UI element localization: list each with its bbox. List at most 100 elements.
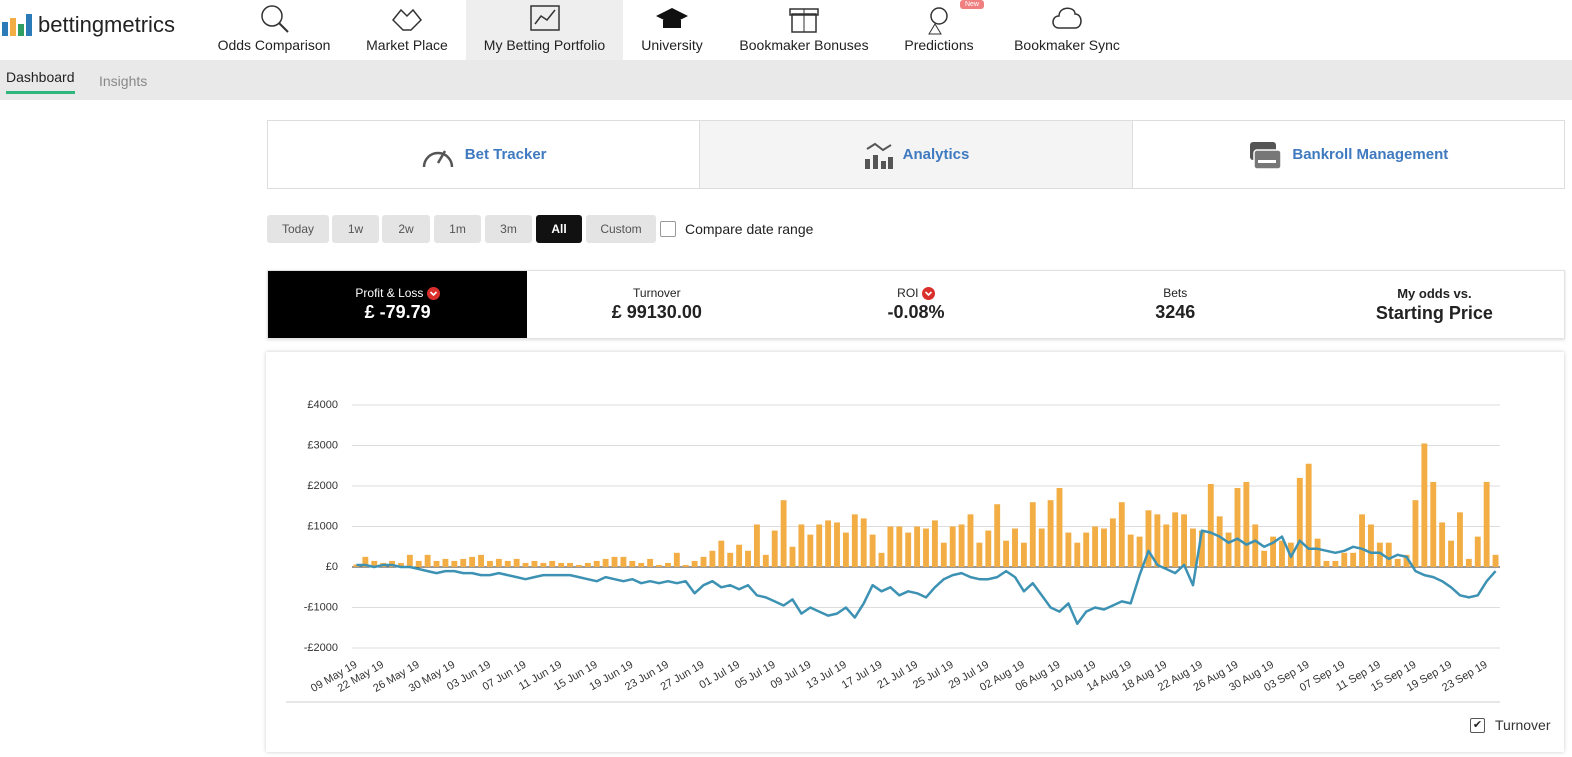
y-tick-label: -£1000 [304, 601, 338, 613]
bar [433, 560, 440, 567]
range-button[interactable]: 1w [332, 215, 379, 243]
bar [878, 552, 885, 567]
stat[interactable]: Turnover £ 99130.00 [527, 271, 786, 338]
bar [940, 542, 947, 567]
bar [406, 554, 413, 567]
bar [638, 562, 645, 567]
legend-checkbox[interactable]: ✔ [1470, 718, 1485, 733]
bar [745, 550, 751, 567]
bar [1412, 500, 1419, 567]
bar [1163, 524, 1170, 567]
bar [1350, 552, 1357, 567]
bar [1483, 481, 1490, 567]
bar [869, 534, 876, 567]
bar [682, 564, 689, 567]
tab[interactable]: Bet Tracker [268, 121, 701, 188]
stat[interactable]: Bets 3246 [1046, 271, 1305, 338]
y-tick-label: £1000 [307, 520, 338, 532]
bar [1430, 481, 1437, 567]
bar [887, 526, 894, 567]
bar [923, 528, 929, 567]
bar [1385, 542, 1392, 567]
bar [1109, 518, 1116, 567]
bar [664, 562, 671, 567]
bar [1261, 550, 1268, 567]
bar [1243, 481, 1250, 567]
bar [762, 554, 769, 567]
bar [1252, 524, 1259, 567]
bar [1029, 502, 1036, 567]
bar [753, 524, 760, 567]
bar [1421, 443, 1428, 567]
range-button[interactable]: 3m [485, 215, 532, 243]
nav-item[interactable]: Predictions [895, 0, 983, 60]
bar [807, 534, 814, 567]
bar [1020, 542, 1027, 567]
logo[interactable]: bettingmetrics [38, 12, 175, 37]
bar [691, 560, 698, 567]
bar [611, 556, 618, 567]
line [356, 529, 1497, 625]
bar [1376, 542, 1383, 567]
bar [709, 550, 716, 567]
range-button[interactable]: All [536, 215, 582, 243]
subnav-tab[interactable]: Insights [99, 73, 148, 89]
subnav-tab[interactable]: Dashboard [6, 69, 75, 94]
tab[interactable]: Bankroll Management [1133, 121, 1564, 188]
nav-item[interactable]: Bookmaker Bonuses [730, 0, 878, 60]
stat-label-text: ROI [897, 286, 919, 300]
bar [967, 514, 974, 567]
stat[interactable]: Profit & Loss £ -79.79 [268, 271, 528, 338]
bar [673, 552, 680, 567]
logo-icon [2, 14, 32, 36]
bar [629, 560, 636, 567]
tab[interactable]: Analytics [700, 121, 1133, 188]
bar [905, 532, 912, 567]
bar [575, 564, 582, 567]
range-button[interactable]: 1m [434, 215, 481, 243]
stat-label: Profit & Loss [268, 286, 527, 301]
bar [487, 560, 493, 567]
bar [442, 558, 449, 567]
bar [415, 560, 422, 567]
chart-card: -£2000 -£1000 £0 £1000 £2000 £3000 £4000 09 May… [266, 352, 1564, 752]
range-button[interactable]: Today [267, 215, 329, 243]
bar [1403, 554, 1410, 567]
bar [593, 560, 600, 567]
bar [1448, 540, 1454, 567]
bar [1181, 514, 1188, 567]
bar [736, 544, 743, 567]
bar [656, 564, 662, 567]
stat-value: -0.08% [887, 302, 945, 323]
stat[interactable]: ROI -0.08% [786, 271, 1045, 338]
bar [602, 558, 609, 567]
tool-tabs: Bet Tracker Analytics Bankroll Managemen… [267, 120, 1565, 189]
bar [700, 556, 707, 567]
range-button[interactable]: Custom [586, 215, 656, 243]
bar [1465, 558, 1472, 567]
bar [1207, 483, 1214, 567]
bar [1323, 560, 1330, 567]
nav-item[interactable]: My Betting Portfolio [466, 0, 623, 60]
bar [504, 560, 511, 567]
nav-label: My Betting Portfolio [483, 37, 606, 53]
bar [1092, 526, 1099, 567]
bar [1296, 477, 1303, 567]
stat[interactable]: My odds vs. Starting Price [1305, 271, 1564, 338]
bar [1474, 536, 1481, 567]
bar [647, 558, 654, 567]
nav-item[interactable]: Market Place [355, 0, 459, 60]
stat-label-text: Profit & Loss [355, 286, 424, 300]
nav-item[interactable]: Bookmaker Sync [1005, 0, 1129, 60]
bar [1314, 538, 1321, 567]
bar [985, 530, 992, 567]
bar [469, 556, 476, 567]
nav-item[interactable]: Odds Comparison [210, 0, 338, 60]
nav-item[interactable]: University [630, 0, 714, 60]
bar [780, 500, 787, 567]
stat-label: My odds vs. [1397, 286, 1472, 301]
tab-label: Bankroll Management [1292, 146, 1449, 163]
range-button[interactable]: 2w [382, 215, 430, 243]
compare-checkbox[interactable] [660, 221, 676, 237]
stat-label: Bets [1163, 286, 1188, 300]
